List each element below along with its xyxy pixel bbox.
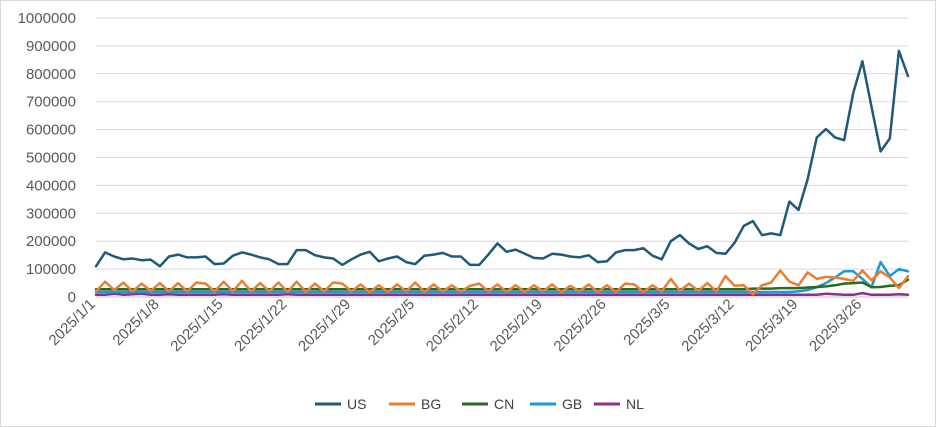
x-tick-label: 2025/3/19 xyxy=(742,296,801,355)
x-tick-label: 2025/2/12 xyxy=(423,296,482,355)
x-tick-label: 2025/2/26 xyxy=(551,296,610,355)
series-line-bg xyxy=(94,269,910,296)
plot-lines xyxy=(94,49,910,297)
y-tick-label: 400000 xyxy=(26,177,76,194)
y-tick-label: 300000 xyxy=(26,205,76,222)
legend-label: GB xyxy=(562,396,582,412)
legend-item-us: US xyxy=(315,396,366,412)
y-tick-label: 200000 xyxy=(26,233,76,250)
x-axis: 2025/1/1 2025/1/8 2025/1/15 2025/1/22 2025/1… xyxy=(46,296,908,355)
x-tick-label: 2025/2/5 xyxy=(365,296,418,349)
legend-item-bg: BG xyxy=(389,396,441,412)
legend-item-gb: GB xyxy=(530,396,582,412)
x-tick-label: 2025/1/15 xyxy=(167,296,226,355)
legend-label: US xyxy=(347,396,366,412)
series-gb xyxy=(94,260,910,294)
y-axis: 0 100000 200000 300000 400000 500000 600000 700… xyxy=(18,10,76,306)
y-tick-label: 500000 xyxy=(26,150,76,167)
series-line-gb xyxy=(94,260,910,294)
x-tick-label: 2025/1/22 xyxy=(231,296,290,355)
legend-label: NL xyxy=(626,396,644,412)
legend-label: CN xyxy=(494,396,514,412)
series-nl xyxy=(94,291,910,297)
x-tick-label: 2025/3/12 xyxy=(678,296,737,355)
legend-label: BG xyxy=(421,396,441,412)
y-tick-label: 800000 xyxy=(26,66,76,83)
series-bg xyxy=(94,269,910,296)
series-line-nl xyxy=(94,291,910,297)
x-tick-label: 2025/3/26 xyxy=(806,296,865,355)
y-tick-label: 1000000 xyxy=(18,10,76,27)
gridlines xyxy=(96,17,908,298)
series-us xyxy=(94,49,910,268)
x-tick-label: 2025/2/19 xyxy=(487,296,546,355)
y-tick-label: 700000 xyxy=(26,94,76,111)
legend: US BG CN GB NL xyxy=(315,396,644,412)
x-tick-label: 2025/1/8 xyxy=(109,296,162,349)
series-line-us xyxy=(94,49,910,268)
x-tick-label: 2025/3/5 xyxy=(620,296,673,349)
y-tick-label: 0 xyxy=(68,289,76,306)
y-tick-label: 900000 xyxy=(26,38,76,55)
legend-item-cn: CN xyxy=(462,396,514,412)
y-tick-label: 600000 xyxy=(26,122,76,139)
y-tick-label: 100000 xyxy=(26,261,76,278)
x-tick-label: 2025/1/29 xyxy=(295,296,354,355)
legend-item-nl: NL xyxy=(594,396,644,412)
